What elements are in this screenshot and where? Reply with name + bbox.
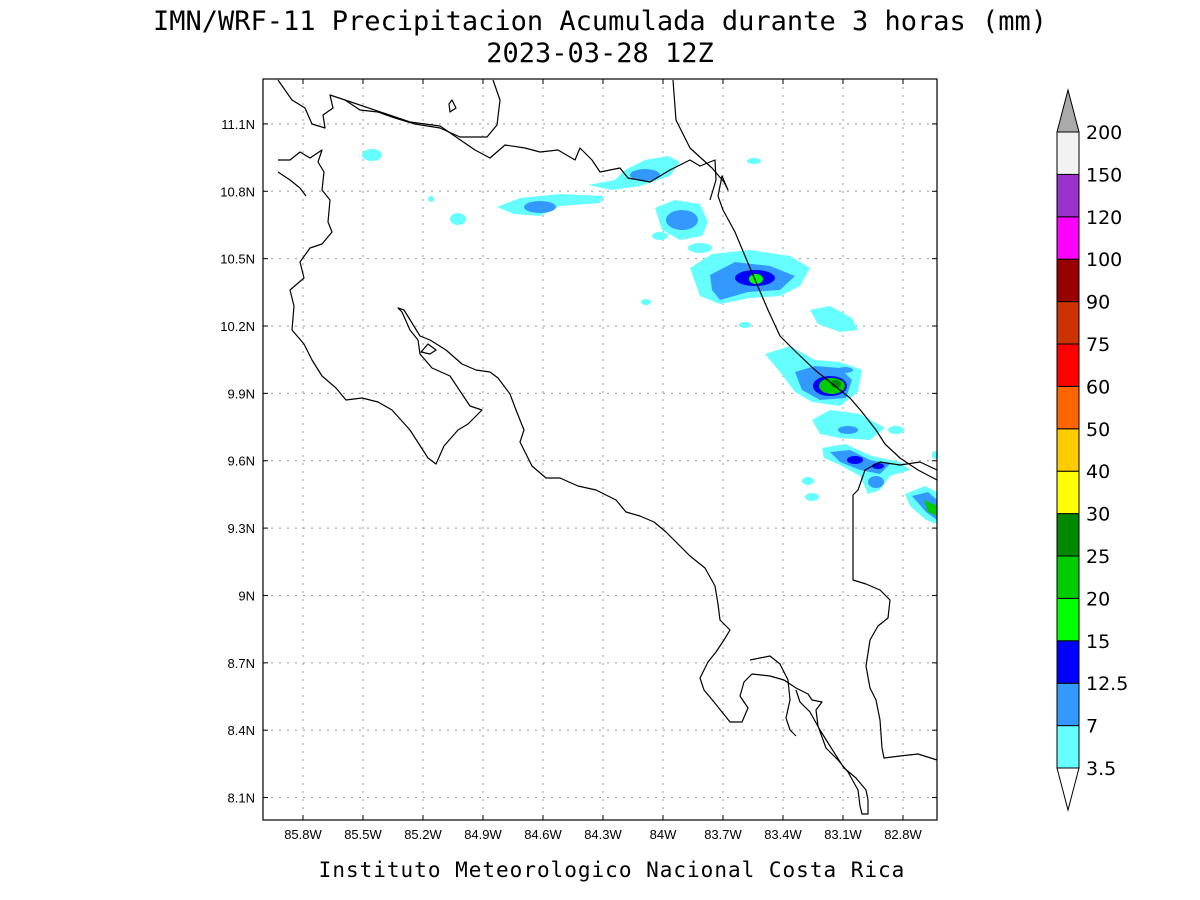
precip-patch-7 xyxy=(630,169,660,181)
precip-patch-3.5 xyxy=(888,426,904,434)
axis-ticks: 85.8W 85.5W 85.2W 84.9W 84.6W 84.3W 84W 83.7W 83… xyxy=(220,79,937,842)
precip-patch-3.5 xyxy=(652,232,668,240)
lat-tick-label: 8.4N xyxy=(228,723,255,738)
lon-tick-label: 84.6W xyxy=(524,827,562,842)
map-frame xyxy=(262,78,938,821)
border-panama xyxy=(852,461,938,761)
colorbar-swatch xyxy=(1056,470,1080,515)
coastline-caribbean xyxy=(672,79,938,481)
colorbar-swatch xyxy=(1056,385,1080,430)
precipitation-field xyxy=(362,149,938,524)
precip-patch-3.5 xyxy=(739,322,751,328)
colorbar-swatch xyxy=(1056,173,1080,218)
colorbar-level-label: 12.5 xyxy=(1086,673,1128,695)
coastlines-and-borders xyxy=(277,79,938,815)
colorbar-swatch xyxy=(1056,682,1080,727)
colorbar-level-label: 3.5 xyxy=(1086,758,1116,780)
colorbar-level-label: 15 xyxy=(1086,631,1110,653)
colorbar-swatch xyxy=(1056,640,1080,684)
precip-patch-3.5 xyxy=(802,477,814,485)
colorbar-level-label: 40 xyxy=(1086,461,1110,483)
lat-tick-label: 9.9N xyxy=(228,386,255,401)
colorbar-swatch xyxy=(1056,513,1080,557)
lat-tick-label: 8.1N xyxy=(228,791,255,806)
precip-patch-3.5 xyxy=(428,196,434,202)
lon-tick-label: 84.3W xyxy=(584,827,622,842)
coastline-north xyxy=(277,79,501,138)
precip-patch-15 xyxy=(749,274,763,284)
precip-patch-7 xyxy=(838,426,858,434)
colorbar-swatch xyxy=(1056,343,1080,387)
lon-tick-label: 83.4W xyxy=(764,827,802,842)
credit-text: Instituto Meteorologico Nacional Costa R… xyxy=(319,858,906,882)
chart-subtitle: 2023-03-28 12Z xyxy=(486,38,714,69)
lat-tick-label: 9N xyxy=(238,588,255,603)
lon-tick-label: 85.8W xyxy=(284,827,322,842)
precip-patch-7 xyxy=(524,201,556,213)
lat-tick-label: 10.8N xyxy=(220,184,255,199)
colorbar-swatch xyxy=(1056,301,1080,345)
colorbar-level-label: 50 xyxy=(1086,419,1110,441)
coastline-osa xyxy=(749,655,797,737)
precip-patch-3.5 xyxy=(810,306,858,332)
chira-island xyxy=(420,343,437,355)
precip-patch-12.5 xyxy=(847,456,863,464)
precip-patch-7 xyxy=(868,476,884,488)
colorbar-level-label: 200 xyxy=(1086,122,1122,144)
precip-patch-3.5 xyxy=(812,410,885,440)
coastline-nicoya xyxy=(277,171,307,197)
precip-patch-7 xyxy=(666,210,698,230)
lon-tick-label: 82.8W xyxy=(884,827,922,842)
lon-tick-label: 85.5W xyxy=(344,827,382,842)
lat-tick-label: 8.7N xyxy=(228,656,255,671)
colorbar-level-label: 120 xyxy=(1086,207,1122,229)
colorbar-level-label: 150 xyxy=(1086,164,1122,186)
precip-patch-3.5 xyxy=(805,493,819,501)
colorbar-level-label: 90 xyxy=(1086,292,1110,314)
colorbar-level-label: 60 xyxy=(1086,376,1110,398)
lon-tick-label: 84W xyxy=(650,827,677,842)
colorbar-swatch xyxy=(1056,131,1080,175)
lon-tick-label: 84.9W xyxy=(464,827,502,842)
lat-tick-label: 9.3N xyxy=(228,521,255,536)
map-grid xyxy=(263,79,937,820)
colorbar-swatch xyxy=(1056,258,1080,303)
lake-island xyxy=(448,99,457,113)
colorbar: 3.5 7 12.5 15 20 25 30 40 50 60 75 90 100 120 150 200 xyxy=(1056,88,1128,812)
precip-patch-3.5 xyxy=(641,299,651,305)
precip-patch-3.5 xyxy=(362,149,382,161)
lon-tick-label: 85.2W xyxy=(404,827,442,842)
colorbar-level-label: 20 xyxy=(1086,588,1110,610)
colorbar-swatch xyxy=(1056,725,1080,769)
precip-patch-3.5 xyxy=(688,243,712,253)
colorbar-level-label: 75 xyxy=(1086,334,1110,356)
colorbar-under-triangle xyxy=(1056,767,1080,812)
lon-tick-label: 83.1W xyxy=(824,827,862,842)
colorbar-level-label: 7 xyxy=(1086,716,1098,738)
colorbar-swatch xyxy=(1056,555,1080,599)
chart-title: IMN/WRF-11 Precipitacion Acumulada duran… xyxy=(153,6,1047,37)
border-nicaragua xyxy=(344,99,717,201)
map-panel: 85.8W 85.5W 85.2W 84.9W 84.6W 84.3W 84W 83.7W 83… xyxy=(220,78,938,842)
lat-tick-label: 9.6N xyxy=(228,454,255,469)
lat-tick-label: 10.5N xyxy=(220,252,255,267)
colorbar-swatch xyxy=(1056,216,1080,260)
lon-tick-label: 83.7W xyxy=(704,827,742,842)
colorbar-level-label: 25 xyxy=(1086,546,1110,568)
lat-tick-label: 10.2N xyxy=(220,319,255,334)
colorbar-over-triangle xyxy=(1056,88,1080,133)
colorbar-swatch xyxy=(1056,597,1080,642)
precip-patch-3.5 xyxy=(747,158,761,164)
precip-patch-3.5 xyxy=(450,213,466,225)
colorbar-swatch xyxy=(1056,428,1080,472)
colorbar-level-label: 100 xyxy=(1086,249,1122,271)
precip-patch-12.5 xyxy=(872,463,884,469)
precip-patch-20 xyxy=(924,500,937,516)
colorbar-level-label: 30 xyxy=(1086,504,1110,526)
precip-patch-25 xyxy=(831,380,841,388)
lat-tick-label: 11.1N xyxy=(221,117,255,132)
coastline-pacific xyxy=(278,149,869,815)
precip-patch-7 xyxy=(837,367,853,373)
